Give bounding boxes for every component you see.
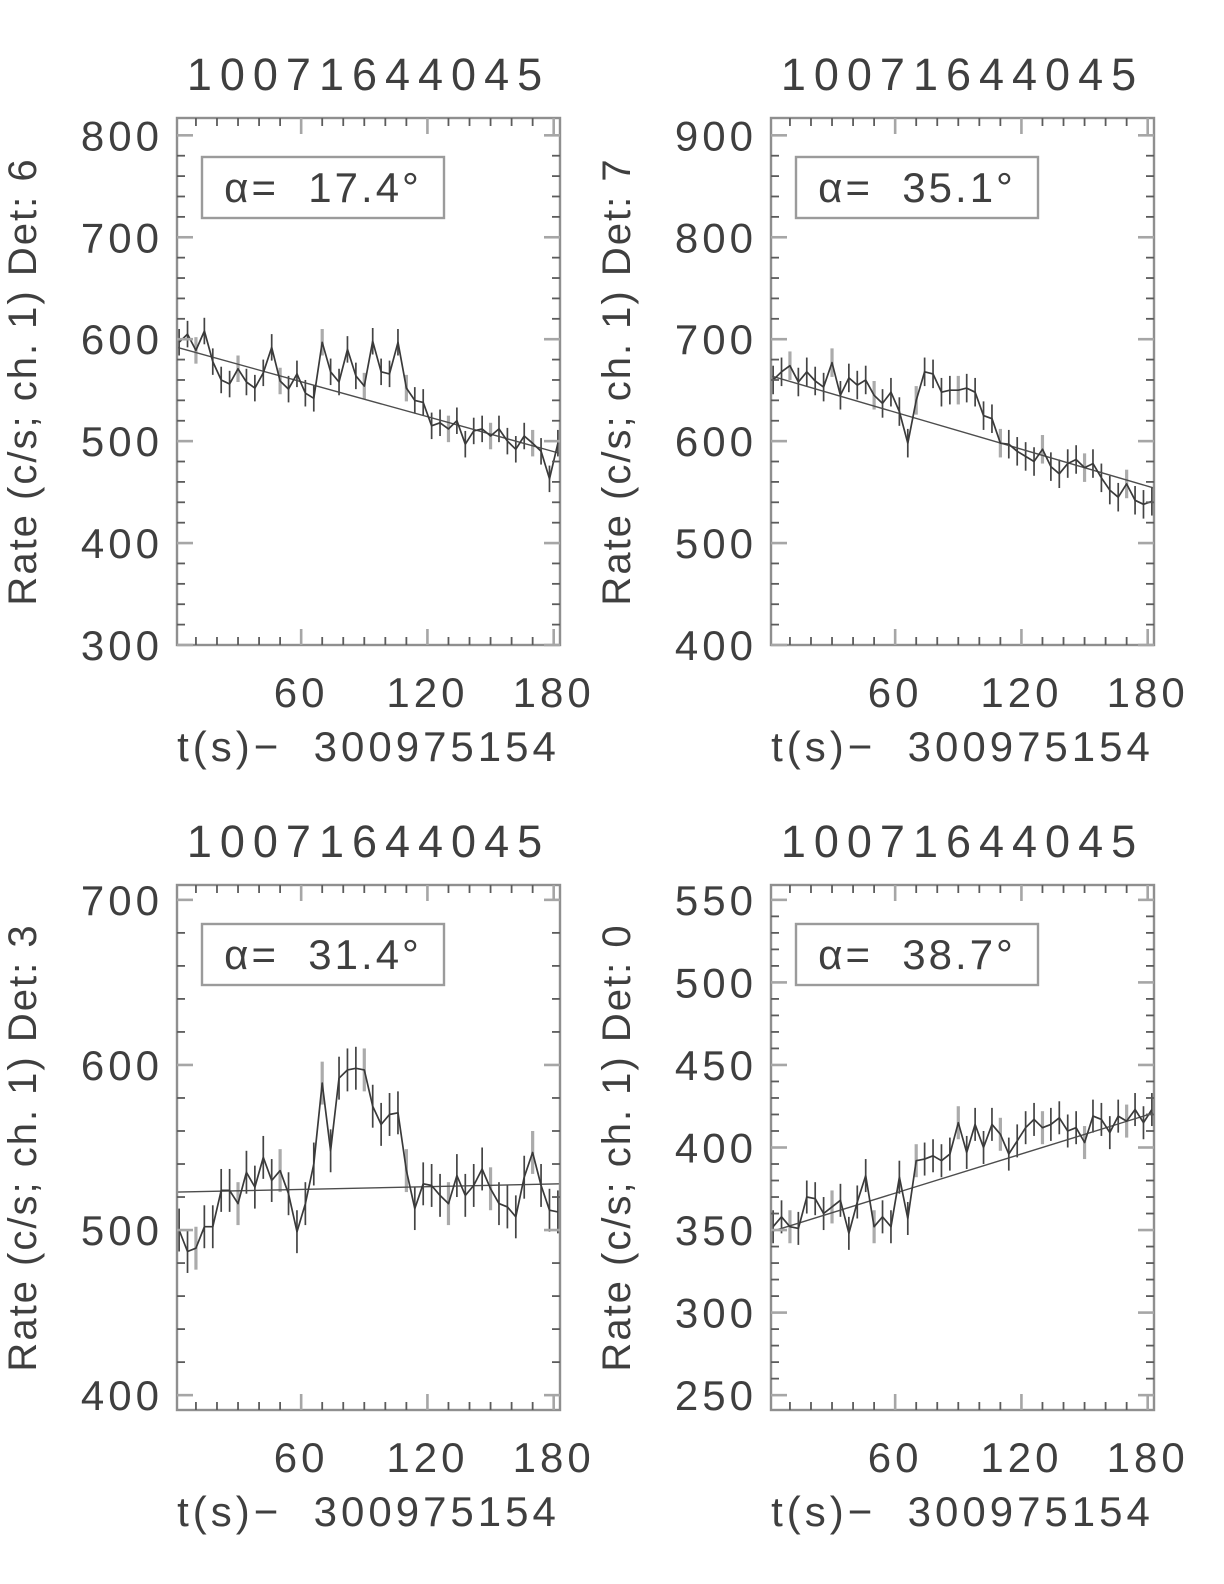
data-series xyxy=(772,1108,1153,1235)
x-tick-label: 180 xyxy=(513,669,595,716)
trend-line xyxy=(770,1112,1155,1233)
y-tick-label: 400 xyxy=(81,1372,163,1419)
x-tick-label: 180 xyxy=(513,1434,595,1481)
plot-frame xyxy=(175,883,562,1412)
y-tick-label: 400 xyxy=(675,622,757,669)
error-bars xyxy=(178,317,559,493)
y-axis-label: Rate (c/s; ch. 1) Det: 7 xyxy=(595,157,639,605)
x-tick-label: 180 xyxy=(1107,1434,1189,1481)
alpha-annotation: α= 17.4° xyxy=(224,164,422,211)
y-tick-label: 800 xyxy=(81,112,163,159)
plot-frame xyxy=(175,116,562,647)
axis-ticks xyxy=(771,885,1154,1410)
x-tick-label: 60 xyxy=(274,669,329,716)
trend-line xyxy=(176,346,561,455)
y-tick-label: 600 xyxy=(81,316,163,363)
y-tick-label: 700 xyxy=(81,877,163,924)
x-tick-label: 60 xyxy=(868,1434,923,1481)
y-tick-label: 900 xyxy=(675,112,757,159)
y-tick-label: 500 xyxy=(675,959,757,1006)
x-tick-label: 180 xyxy=(1107,669,1189,716)
data-series xyxy=(772,361,1153,506)
y-tick-label: 350 xyxy=(675,1207,757,1254)
light-curve-panel-det-3: 10071644045 t(s)− 300975154 Rate (c/s; ch.… xyxy=(1,816,595,1535)
light-curve-panel-det-7: 10071644045 t(s)− 300975154 Rate (c/s; ch.… xyxy=(595,49,1189,770)
alpha-annotation: α= 31.4° xyxy=(224,931,422,978)
y-tick-label: 600 xyxy=(81,1042,163,1089)
data-series xyxy=(178,330,559,480)
alpha-annotation-box xyxy=(794,155,1040,220)
alpha-annotation-box xyxy=(794,922,1040,987)
x-tick-label: 120 xyxy=(980,1434,1062,1481)
y-axis-label: Rate (c/s; ch. 1) Det: 0 xyxy=(595,923,639,1371)
axis-ticks xyxy=(177,885,560,1410)
alpha-annotation-box xyxy=(200,922,446,987)
y-axis-label: Rate (c/s; ch. 1) Det: 3 xyxy=(1,923,45,1371)
x-tick-label: 120 xyxy=(386,669,468,716)
data-series xyxy=(178,1067,559,1253)
plot-frame xyxy=(769,116,1156,647)
y-tick-label: 300 xyxy=(675,1290,757,1337)
error-bars xyxy=(772,348,1153,519)
y-tick-label: 250 xyxy=(675,1372,757,1419)
alpha-annotation: α= 38.7° xyxy=(818,931,1016,978)
y-tick-label: 700 xyxy=(81,214,163,261)
alpha-annotation-box xyxy=(200,155,446,220)
x-tick-label: 60 xyxy=(274,1434,329,1481)
x-tick-label: 120 xyxy=(980,669,1062,716)
y-tick-label: 700 xyxy=(675,316,757,363)
y-tick-label: 400 xyxy=(675,1125,757,1172)
trend-line xyxy=(770,375,1155,489)
x-axis-label: t(s)− 300975154 xyxy=(771,723,1154,770)
y-tick-label: 450 xyxy=(675,1042,757,1089)
axis-ticks xyxy=(177,118,560,647)
y-tick-label: 500 xyxy=(81,418,163,465)
y-tick-label: 500 xyxy=(81,1207,163,1254)
trend-line xyxy=(176,1183,561,1193)
y-tick-label: 500 xyxy=(675,520,757,567)
light-curve-panel-det-0: 10071644045 t(s)− 300975154 Rate (c/s; ch.… xyxy=(595,816,1189,1535)
panel-title: 10071644045 xyxy=(187,816,550,867)
error-bars xyxy=(178,1046,559,1273)
light-curve-panel-det-6: 10071644045 t(s)− 300975154 Rate (c/s; ch.… xyxy=(1,49,595,770)
panel-title: 10071644045 xyxy=(187,49,550,100)
x-axis-label: t(s)− 300975154 xyxy=(177,723,560,770)
x-axis-label: t(s)− 300975154 xyxy=(771,1488,1154,1535)
x-tick-label: 60 xyxy=(868,669,923,716)
y-tick-label: 300 xyxy=(81,622,163,669)
x-axis-label: t(s)− 300975154 xyxy=(177,1488,560,1535)
x-tick-label: 120 xyxy=(386,1434,468,1481)
y-axis-label: Rate (c/s; ch. 1) Det: 6 xyxy=(1,157,45,605)
axis-ticks xyxy=(771,118,1154,647)
panel-title: 10071644045 xyxy=(781,49,1144,100)
panel-title: 10071644045 xyxy=(781,816,1144,867)
y-tick-label: 800 xyxy=(675,214,757,261)
y-tick-label: 600 xyxy=(675,418,757,465)
y-tick-label: 550 xyxy=(675,877,757,924)
y-tick-label: 400 xyxy=(81,520,163,567)
alpha-annotation: α= 35.1° xyxy=(818,164,1016,211)
